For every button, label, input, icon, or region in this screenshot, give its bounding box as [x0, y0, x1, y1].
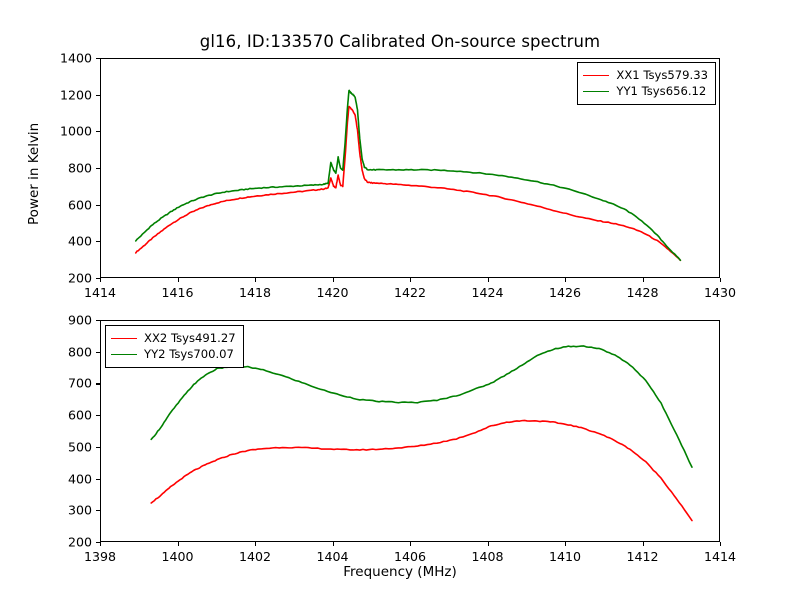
x-tick-mark	[100, 542, 102, 546]
y-tick-label: 800	[67, 160, 92, 176]
legend-color-swatch	[583, 91, 610, 93]
legend-label: XX2 Tsys491.27	[144, 331, 236, 345]
x-tick-label: 1400	[161, 549, 194, 564]
legend-label: XX1 Tsys579.33	[616, 68, 708, 82]
x-tick-mark	[720, 542, 722, 546]
x-tick-mark	[642, 542, 644, 546]
x-tick-mark	[642, 278, 644, 282]
x-tick-mark	[177, 278, 179, 282]
y-tick-label: 900	[67, 312, 92, 328]
x-tick-label: 1424	[471, 285, 504, 300]
legend-color-swatch	[583, 74, 610, 76]
legend-entry: XX1 Tsys579.33	[583, 67, 708, 83]
legend-label: YY2 Tsys700.07	[144, 347, 234, 362]
y-tick-mark	[96, 278, 100, 280]
x-tick-mark	[565, 542, 567, 546]
x-tick-label: 1408	[471, 549, 504, 564]
x-tick-mark	[487, 542, 489, 546]
y-tick-label: 1000	[59, 123, 92, 139]
top-panel-axes: XX1 Tsys579.33 YY1 Tsys656.12	[100, 58, 720, 278]
y-tick-label: 800	[67, 344, 92, 360]
data-series-line	[136, 107, 681, 261]
x-tick-label: 1406	[393, 549, 427, 564]
x-tick-label: 1412	[626, 549, 659, 564]
x-tick-mark	[100, 278, 102, 282]
bottom-panel-plot-area	[101, 321, 719, 541]
y-tick-label: 600	[67, 407, 92, 423]
y-tick-mark	[96, 204, 100, 206]
x-tick-mark	[332, 542, 334, 546]
x-tick-label: 1426	[548, 285, 582, 300]
x-tick-mark	[487, 278, 489, 282]
x-tick-mark	[255, 278, 257, 282]
legend-color-swatch	[111, 337, 137, 339]
x-tick-label: 1428	[626, 285, 659, 300]
y-tick-label: 700	[67, 375, 92, 391]
x-tick-label: 1418	[238, 285, 272, 300]
x-tick-mark	[255, 542, 257, 546]
x-tick-label: 1410	[548, 549, 582, 564]
y-tick-label: 400	[67, 233, 92, 249]
x-tick-mark	[410, 278, 412, 282]
x-tick-label: 1414	[83, 285, 117, 300]
x-tick-label: 1420	[316, 285, 349, 300]
y-tick-mark	[96, 58, 100, 60]
x-tick-mark	[720, 278, 722, 282]
y-tick-label: 500	[67, 439, 92, 455]
legend-entry: XX2 Tsys491.27	[111, 330, 236, 346]
y-tick-mark	[96, 351, 100, 353]
legend-entry: YY1 Tsys656.12	[583, 83, 708, 99]
x-tick-mark	[177, 542, 179, 546]
y-tick-label: 200	[67, 270, 92, 286]
x-tick-mark	[332, 278, 334, 282]
bottom-panel-axes: XX2 Tsys491.27 YY2 Tsys700.07	[100, 320, 720, 542]
y-tick-mark	[96, 383, 100, 385]
x-tick-mark	[410, 542, 412, 546]
y-tick-mark	[96, 446, 100, 448]
legend-color-swatch	[111, 354, 137, 356]
y-tick-mark	[96, 320, 100, 322]
data-series-line	[136, 90, 681, 260]
x-tick-mark	[565, 278, 567, 282]
data-series-line	[151, 420, 692, 520]
y-tick-label: 400	[67, 471, 92, 487]
y-tick-mark	[96, 542, 100, 544]
y-tick-label: 600	[67, 197, 92, 213]
y-tick-mark	[96, 94, 100, 96]
y-tick-mark	[96, 415, 100, 417]
y-tick-label: 1200	[59, 87, 92, 103]
y-tick-label: 200	[67, 534, 92, 550]
x-tick-label: 1404	[316, 549, 349, 564]
y-tick-mark	[96, 510, 100, 512]
y-tick-mark	[96, 168, 100, 170]
legend-label: YY1 Tsys656.12	[616, 84, 707, 99]
x-tick-label: 1416	[161, 285, 194, 300]
y-tick-mark	[96, 241, 100, 243]
legend-entry: YY2 Tsys700.07	[111, 346, 236, 362]
y-tick-label: 300	[67, 502, 92, 518]
y-tick-mark	[96, 478, 100, 480]
x-tick-label: 1414	[703, 549, 737, 564]
y-tick-label: 1400	[59, 50, 92, 66]
x-tick-label: 1402	[238, 549, 272, 564]
x-axis-label-bottom: Frequency (MHz)	[343, 564, 457, 580]
bottom-panel-legend: XX2 Tsys491.27 YY2 Tsys700.07	[105, 325, 244, 368]
data-series-line	[151, 346, 692, 467]
figure-title: gl16, ID:133570 Calibrated On-source spe…	[199, 32, 601, 51]
top-panel-plot-area	[101, 59, 719, 277]
x-tick-label: 1398	[83, 549, 117, 564]
top-panel-legend: XX1 Tsys579.33 YY1 Tsys656.12	[577, 62, 716, 105]
y-tick-mark	[96, 131, 100, 133]
x-tick-label: 1430	[703, 285, 737, 300]
x-tick-label: 1422	[393, 285, 427, 300]
